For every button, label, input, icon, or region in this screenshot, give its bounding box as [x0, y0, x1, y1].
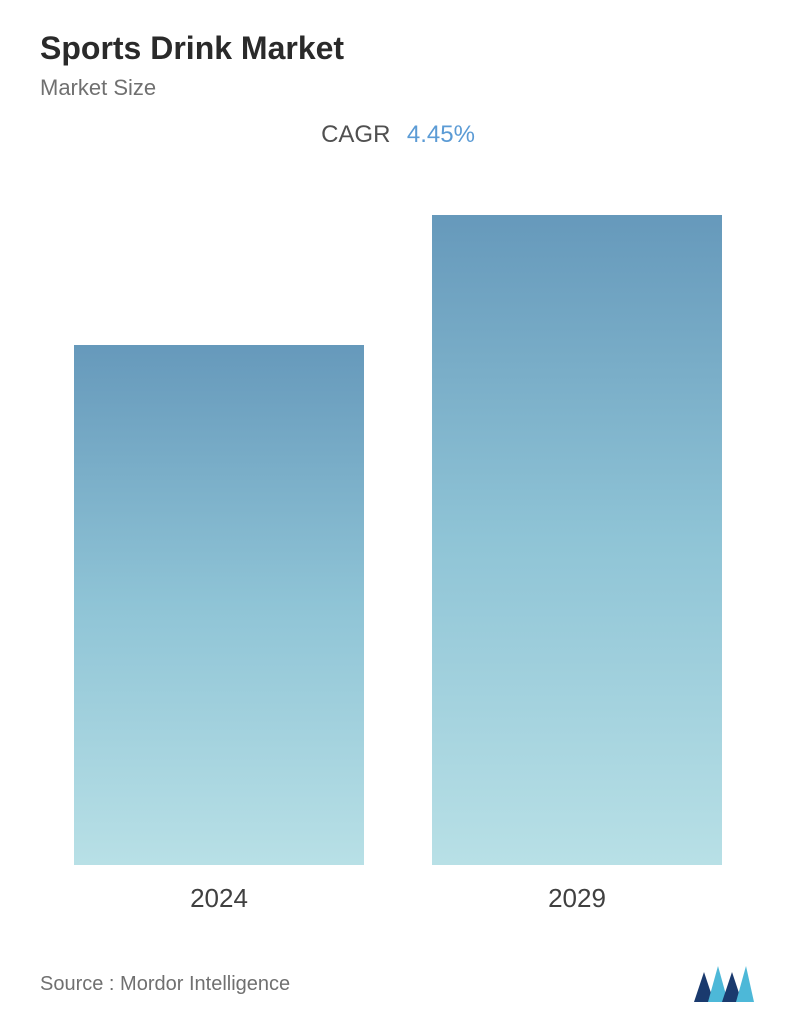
- source-text: Source : Mordor Intelligence: [40, 973, 290, 996]
- footer: Source : Mordor Intelligence: [40, 944, 756, 1004]
- bar-0: [74, 345, 364, 865]
- source-name: Mordor Intelligence: [120, 973, 290, 995]
- cagr-label: CAGR: [321, 121, 390, 148]
- bar-group-0: 2024: [70, 345, 368, 914]
- cagr-value: 4.45%: [407, 121, 475, 148]
- logo-icon: [692, 964, 756, 1004]
- bar-label-1: 2029: [548, 883, 606, 914]
- page-title: Sports Drink Market: [40, 30, 756, 67]
- cagr-row: CAGR 4.45%: [40, 121, 756, 149]
- source-label: Source :: [40, 973, 114, 995]
- bar-group-1: 2029: [428, 215, 726, 914]
- chart-area: 2024 2029: [40, 179, 756, 934]
- bar-1: [432, 215, 722, 865]
- bar-label-0: 2024: [190, 883, 248, 914]
- subtitle: Market Size: [40, 75, 756, 101]
- chart-container: Sports Drink Market Market Size CAGR 4.4…: [0, 0, 796, 1034]
